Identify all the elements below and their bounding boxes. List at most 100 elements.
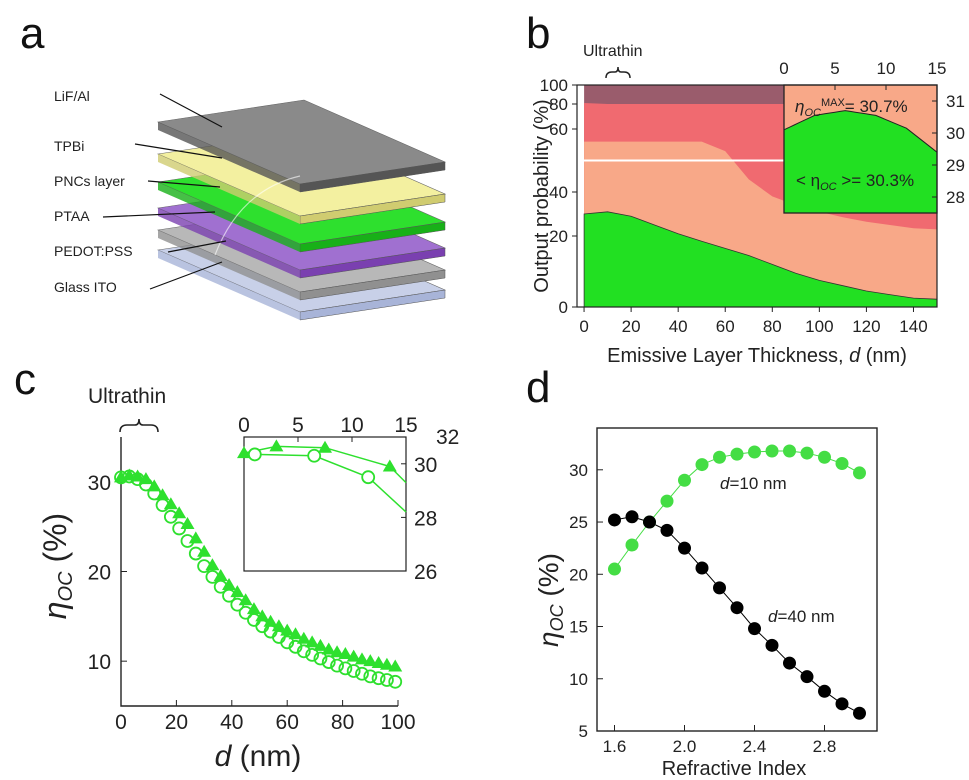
circle-marker-c [346, 664, 361, 678]
layer-tpbi-front [158, 154, 300, 224]
label-pedot-pss: PEDOT:PSS [54, 243, 133, 259]
triangle-marker-c [255, 609, 270, 622]
device-stack-diagram: LiF/Al TPBi PNCs layer PTAA PEDOT:PSS Glass I… [54, 88, 447, 321]
triangle-marker-c [321, 642, 336, 655]
x-tick-label-b: 100 [805, 317, 833, 336]
inset-triangle-marker-c [382, 459, 397, 472]
y-axis-title-d: ηOC (%) [533, 553, 567, 647]
triangle-marker-c [354, 652, 369, 665]
triangle-marker-c [338, 646, 353, 659]
panel-label-b: b [526, 9, 550, 58]
leader-line [159, 93, 223, 128]
point-d10 [695, 458, 709, 472]
y-tick-label-b: 20 [549, 227, 568, 246]
point-d40 [748, 622, 761, 636]
point-d40 [730, 601, 744, 615]
y-tick-label-b: 40 [549, 183, 568, 202]
x-tick-label-b: 0 [579, 317, 588, 336]
x-tick-label-b: 60 [716, 317, 735, 336]
inset-y-tick-label-b: 29 [946, 156, 965, 175]
layer-lif-al-front [158, 122, 300, 192]
x-tick-label-d: 2.8 [813, 737, 837, 756]
circle-marker-c [363, 669, 378, 684]
inset-circle-marker-c [247, 447, 262, 462]
point-d40 [608, 513, 621, 527]
triangle-marker-c [346, 649, 361, 662]
point-d40 [695, 561, 709, 575]
x-axis-title-d: Refractive Index [662, 758, 807, 780]
triangle-marker-c [305, 635, 320, 648]
circle-marker-c [338, 661, 353, 676]
inset-y-tick-label-c-top: 32 [436, 426, 459, 449]
x-tick-label-b: 20 [622, 317, 641, 336]
panel-label-a: a [20, 9, 45, 58]
triangle-marker-c [280, 623, 295, 636]
y-tick-label-c: 20 [88, 562, 111, 585]
point-d40 [643, 515, 656, 529]
point-d10 [730, 447, 744, 461]
inset-triangle-marker-c [318, 440, 332, 453]
layer-cut-curve [214, 175, 301, 256]
ultrathin-label-c: Ultrathin [88, 385, 166, 408]
point-d10 [783, 444, 796, 458]
inset-x-tick-label-c: 0 [238, 414, 250, 437]
point-d10 [608, 562, 621, 576]
y-tick-label-c: 30 [88, 472, 111, 495]
point-d10 [625, 538, 639, 552]
x-axis-title-b: Emissive Layer Thickness, d (nm) [607, 345, 907, 367]
point-d40 [853, 706, 866, 720]
triangle-marker-c [213, 568, 228, 581]
y-axis-title-c: ηOC (%) [37, 513, 77, 619]
x-tick-label-d: 2.4 [743, 737, 767, 756]
point-d10 [678, 473, 691, 487]
x-tick-label-c: 100 [380, 711, 415, 734]
panel-label-d: d [526, 363, 550, 412]
layer-glass-ito-front [158, 250, 300, 320]
ultrathin-brace-b [605, 66, 631, 79]
point-d40 [818, 684, 831, 698]
inset-circle-marker-c [361, 470, 376, 485]
point-d10 [765, 444, 779, 458]
x-tick-label-c: 60 [276, 711, 299, 734]
ultrathin-label-b: Ultrathin [583, 43, 643, 60]
circle-marker-c [288, 639, 303, 654]
triangle-marker-c [138, 472, 153, 485]
y-tick-label-d: 5 [579, 722, 588, 741]
y-tick-label-d: 30 [569, 461, 588, 480]
point-d40 [660, 523, 674, 537]
x-tick-label-b: 120 [852, 317, 880, 336]
y-axis-title-b: Output probability (%) [531, 99, 553, 292]
point-d40 [783, 656, 796, 670]
outcoupling-vs-thickness-chart: Ultrathin 0 20 40 60 80 100 10 20 30 0 5 10 15 26 28 3… [37, 385, 459, 773]
point-d40 [678, 541, 691, 555]
circle-marker-c [380, 673, 394, 687]
inset-x-tick-label-c: 15 [394, 414, 417, 437]
y-tick-label-b: 60 [549, 120, 568, 139]
x-tick-label-d: 2.0 [673, 737, 697, 756]
triangle-marker-c [371, 655, 386, 668]
point-d40 [625, 510, 639, 524]
circle-marker-c [388, 674, 403, 689]
circle-marker-c [330, 658, 344, 673]
triangle-marker-c [180, 516, 195, 529]
y-tick-label-b: 0 [559, 298, 568, 317]
x-tick-label-b: 140 [899, 317, 927, 336]
circle-marker-c [355, 666, 369, 681]
y-tick-label-c: 10 [88, 651, 111, 674]
point-d10 [853, 466, 866, 480]
label-glass-ito: Glass ITO [54, 279, 117, 295]
y-tick-label-d: 10 [569, 670, 588, 689]
plot-frame-d [596, 427, 878, 732]
layer-pncs-front [158, 182, 300, 252]
panel-label-c: c [14, 355, 36, 404]
inset-frame-c [243, 436, 407, 572]
x-tick-label-c: 80 [331, 711, 354, 734]
triangle-marker-c [130, 469, 145, 482]
layer-ptaa-front [158, 208, 300, 278]
y-tick-label-b: 100 [540, 76, 568, 95]
inset-triangle-marker-c [269, 439, 284, 452]
inset-x-tick-label-c: 5 [292, 414, 304, 437]
point-d10 [800, 446, 814, 460]
